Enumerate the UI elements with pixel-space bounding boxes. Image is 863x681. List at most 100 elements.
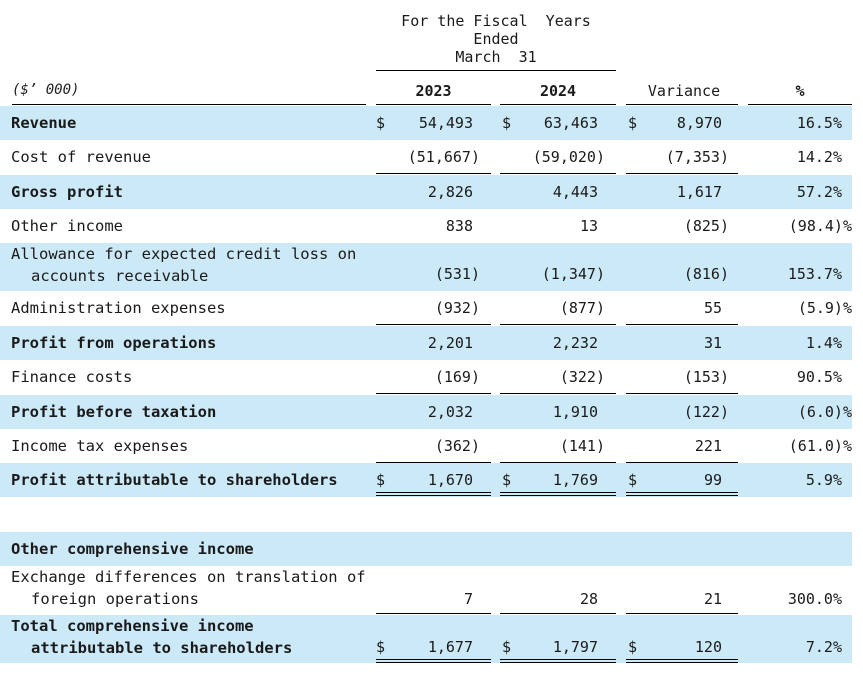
value-2023: (169)	[434, 368, 480, 386]
value-2023: 2,826	[427, 183, 473, 201]
fiscal-years-header: For the Fiscal Years Ended March 31	[376, 12, 616, 66]
underline-2023	[376, 324, 491, 325]
value-variance: 120	[694, 638, 722, 656]
value-2023: (51,667)	[407, 148, 480, 166]
row-label: Finance costs	[11, 368, 133, 386]
underline-2024	[500, 324, 616, 325]
underline-2023	[376, 393, 491, 394]
col-header-pct: %	[795, 82, 805, 100]
underline-variance	[626, 324, 738, 325]
value-2023: 1,677	[427, 638, 473, 656]
row-finance-costs: Finance costs (169) (322) (153) 90.5%	[0, 360, 852, 394]
value-2023: 838	[445, 217, 473, 235]
value-variance: 99	[703, 471, 722, 489]
row-revenue: Revenue $ 54,493 $ 63,463 $ 8,970 16.5%	[0, 106, 852, 140]
currency-symbol: $	[376, 471, 386, 489]
value-2024: 28	[579, 590, 598, 608]
value-2024: 1,769	[552, 471, 598, 489]
value-2024: 2,232	[552, 334, 598, 352]
underline-2023	[376, 173, 491, 174]
row-label: Total comprehensive income attributable t…	[11, 615, 292, 659]
currency-symbol: $	[628, 638, 638, 656]
header-rule-label	[12, 104, 366, 105]
double-underline-2024	[500, 492, 616, 496]
value-2024: (59,020)	[532, 148, 605, 166]
underline-2024	[500, 393, 616, 394]
value-2023: (531)	[434, 265, 480, 283]
value-2023: 2,201	[427, 334, 473, 352]
underline-2024	[500, 613, 616, 614]
fiscal-header-line2: Ended	[473, 30, 519, 48]
row-label: Profit attributable to shareholders	[11, 471, 338, 489]
row-administration-expenses: Administration expenses (932) (877) 55 (…	[0, 291, 852, 325]
row-allowance-credit-loss: Allowance for expected credit loss on acc…	[0, 243, 852, 291]
double-underline-variance	[626, 659, 738, 663]
value-2023: (362)	[434, 437, 480, 455]
value-2024: 1,797	[552, 638, 598, 656]
row-profit-from-operations: Profit from operations 2,201 2,232 31 1.…	[0, 326, 852, 360]
row-label: Allowance for expected credit loss on acc…	[11, 243, 356, 287]
double-underline-2024	[500, 659, 616, 663]
value-pct: (61.0)%	[788, 437, 852, 455]
currency-symbol: $	[376, 638, 386, 656]
value-variance: (7,353)	[665, 148, 729, 166]
row-gross-profit: Gross profit 2,826 4,443 1,617 57.2%	[0, 175, 852, 209]
underline-variance	[626, 173, 738, 174]
value-pct: (5.9)%	[797, 299, 852, 317]
underline-2024	[500, 173, 616, 174]
row-label-line1: Exchange differences on translation of	[11, 568, 366, 586]
value-variance: 1,617	[676, 183, 722, 201]
value-pct: 16.5%	[796, 114, 842, 132]
value-pct: 7.2%	[805, 638, 842, 656]
col-header-variance: Variance	[647, 82, 721, 100]
value-2023: 2,032	[427, 403, 473, 421]
row-label-line1: Total comprehensive income	[11, 617, 254, 635]
double-underline-variance	[626, 492, 738, 496]
unit-label: ($’ 000)	[12, 82, 80, 98]
row-label: Income tax expenses	[11, 437, 189, 455]
value-pct: 14.2%	[796, 148, 842, 166]
row-label: Cost of revenue	[11, 148, 151, 166]
underline-variance	[626, 462, 738, 463]
value-pct: 153.7%	[787, 265, 842, 283]
row-profit-before-taxation: Profit before taxation 2,032 1,910 (122)…	[0, 395, 852, 429]
currency-symbol: $	[628, 471, 638, 489]
value-variance: 21	[703, 590, 722, 608]
row-exchange-differences: Exchange differences on translation of fo…	[0, 566, 852, 614]
underline-variance	[626, 393, 738, 394]
row-label: Administration expenses	[11, 299, 226, 317]
currency-symbol: $	[628, 114, 638, 132]
value-2023: 54,493	[418, 114, 473, 132]
row-label-line2: attributable to shareholders	[31, 639, 293, 657]
row-total-comprehensive-income: Total comprehensive income attributable t…	[0, 615, 852, 663]
row-label: Revenue	[11, 114, 77, 132]
underline-2023	[376, 613, 491, 614]
value-variance: (122)	[683, 403, 729, 421]
fiscal-header-rule	[376, 70, 616, 71]
currency-symbol: $	[502, 471, 512, 489]
header-rule-2024	[500, 104, 616, 105]
value-pct: 5.9%	[805, 471, 842, 489]
fiscal-header-line1: For the Fiscal Years	[401, 12, 591, 30]
row-label: Other comprehensive income	[11, 540, 254, 558]
fiscal-header-line3: March 31	[455, 48, 537, 66]
header-rule-variance	[626, 104, 738, 105]
value-2024: 63,463	[543, 114, 598, 132]
value-pct: 90.5%	[796, 368, 842, 386]
row-label: Other income	[11, 217, 123, 235]
row-label: Profit before taxation	[11, 403, 217, 421]
value-2024: 1,910	[552, 403, 598, 421]
col-header-2023: 2023	[415, 82, 452, 100]
underline-variance	[626, 613, 738, 614]
currency-symbol: $	[376, 114, 386, 132]
value-variance: 31	[703, 334, 722, 352]
double-underline-2023	[376, 492, 491, 496]
currency-symbol: $	[502, 638, 512, 656]
value-2024: (141)	[559, 437, 605, 455]
value-2023: (932)	[434, 299, 480, 317]
value-2023: 1,670	[427, 471, 473, 489]
row-label: Exchange differences on translation of fo…	[11, 566, 366, 610]
value-pct: (98.4)%	[788, 217, 852, 235]
value-variance: 221	[694, 437, 722, 455]
underline-2024	[500, 462, 616, 463]
